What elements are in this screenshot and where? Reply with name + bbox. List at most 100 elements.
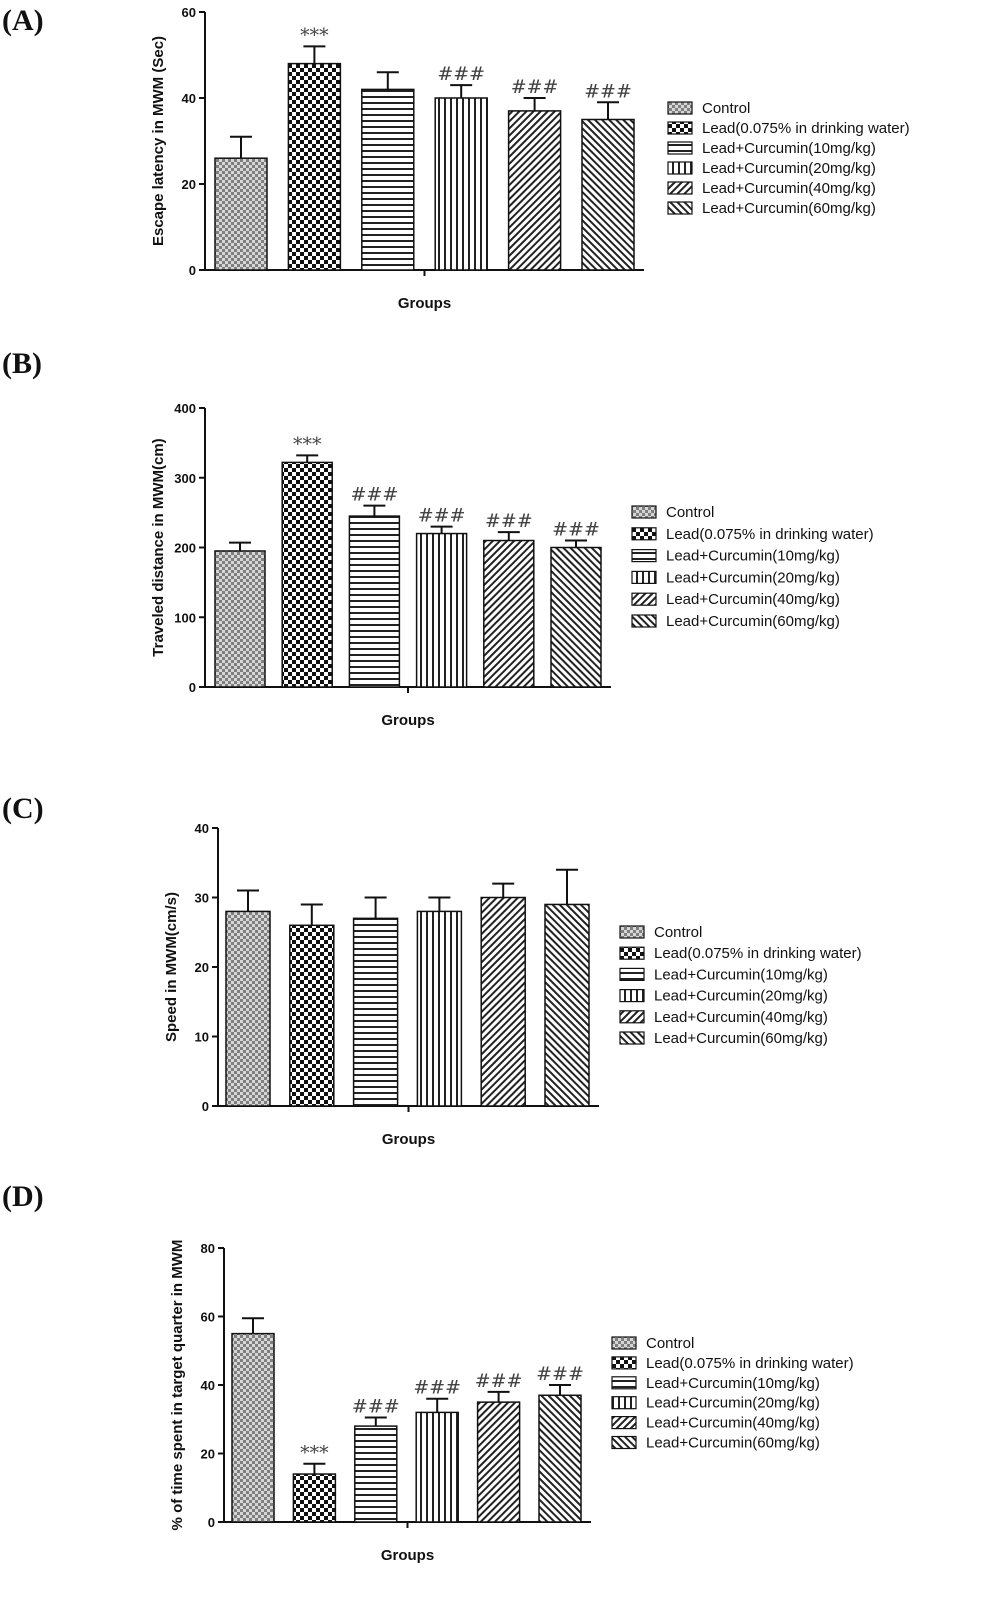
x-axis-label: Groups [398,295,451,312]
bar [507,110,562,271]
significance-annotation: ### [552,519,600,541]
legend-label: Lead+Curcumin(10mg/kg) [666,548,840,565]
bar [231,1332,275,1523]
legend-label: Lead+Curcumin(60mg/kg) [646,1435,820,1452]
legend-label: Lead+Curcumin(10mg/kg) [654,966,828,983]
bar [287,62,342,271]
legend-swatch [611,1396,637,1410]
significance-annotation: ### [485,510,533,532]
y-tick-label: 400 [174,401,196,416]
significance-annotation: ### [351,484,399,506]
significance-annotation: ### [413,1377,461,1399]
chart-panel-d: (D) 0 20 40 60 80 % of time spent in target qu… [2,1180,854,1564]
bar [415,532,468,688]
panel-label: (B) [2,347,42,380]
legend-label: Lead(0.075% in drinking water) [646,1355,854,1372]
legend-swatch [631,527,657,541]
legend: Control Lead(0.075% in drinking water) Lea… [631,504,874,630]
bar [348,515,401,688]
legend-label: Lead+Curcumin(40mg/kg) [654,1009,828,1026]
legend-label: Lead+Curcumin(40mg/kg) [702,180,876,197]
legend-swatch [631,505,657,519]
significance-annotation: *** [293,433,322,455]
legend-label: Lead+Curcumin(20mg/kg) [702,160,876,177]
legend-swatch [631,548,657,563]
significance-annotation: ### [536,1363,584,1385]
legend-label: Lead+Curcumin(60mg/kg) [702,200,876,217]
legend: Control Lead(0.075% in drinking water) Lea… [611,1335,854,1452]
bar [214,550,266,688]
panel-label: (D) [2,1180,44,1213]
legend-label: Control [646,1335,694,1352]
legend-label: Lead+Curcumin(20mg/kg) [646,1395,820,1412]
y-tick-label: 300 [174,471,196,486]
legend-swatch [611,1435,637,1450]
y-tick-label: 20 [182,177,196,192]
legend-swatch [619,1010,645,1024]
x-axis-label: Groups [381,712,434,729]
legend: Control Lead(0.075% in drinking water) Lea… [619,924,862,1047]
y-tick-label: 40 [201,1378,215,1393]
bar [480,896,526,1107]
legend-swatch [667,161,693,175]
bar [550,546,602,688]
y-axis-label: % of time spent in target quarter in MWM [169,1240,186,1531]
legend-swatch [667,121,693,135]
y-tick-label: 40 [195,821,209,836]
bar [292,1473,337,1523]
significance-annotation: *** [300,1442,329,1464]
legend-swatch [611,1415,637,1430]
legend-swatch [667,141,693,155]
legend-swatch [667,201,693,215]
significance-annotation: ### [475,1370,523,1392]
bar [483,539,535,688]
legend-swatch [619,925,645,939]
chart-panel-a: (A) 0 20 40 60 Escape latency in MWM (Sec) Gro… [2,4,910,312]
significance-annotation: ### [584,80,632,102]
bar [352,917,399,1107]
significance-annotation: ### [437,63,485,85]
legend-label: Lead+Curcumin(40mg/kg) [666,591,840,608]
bar [415,1411,459,1523]
significance-annotation: ### [352,1396,400,1418]
y-axis-label: Speed in MWM(cm/s) [163,892,180,1042]
bar [354,1425,398,1523]
legend-swatch [631,614,657,628]
bar [476,1401,521,1523]
legend-label: Lead+Curcumin(20mg/kg) [654,988,828,1005]
y-tick-label: 60 [182,5,196,20]
legend-label: Lead(0.075% in drinking water) [666,526,874,543]
legend-label: Lead+Curcumin(60mg/kg) [666,613,840,630]
legend-swatch [611,1336,637,1350]
legend-label: Lead(0.075% in drinking water) [654,945,862,962]
bar [544,903,590,1107]
y-tick-label: 0 [189,263,196,278]
legend-label: Lead+Curcumin(10mg/kg) [702,140,876,157]
bar [581,118,635,271]
legend-label: Control [654,924,702,941]
legend-label: Lead(0.075% in drinking water) [702,120,910,137]
legend-label: Control [702,100,750,117]
y-tick-label: 80 [201,1241,215,1256]
y-tick-label: 60 [201,1310,215,1325]
y-axis-label: Escape latency in MWM (Sec) [150,36,167,246]
chart-panel-c: (C) 0 10 20 30 40 Speed in MWM(cm/s) Groups Cont… [2,792,862,1148]
y-tick-label: 0 [208,1515,215,1530]
legend-swatch [667,101,693,115]
legend-label: Control [666,504,714,521]
panel-label: (A) [2,4,44,37]
chart-panel-b: (B) 0 100 200 300 400 Traveled distance in MWM… [2,347,874,729]
significance-annotation: ### [418,505,466,527]
y-tick-label: 0 [202,1099,209,1114]
bar [289,924,335,1107]
y-tick-label: 10 [195,1030,209,1045]
bar [361,88,415,271]
y-tick-label: 20 [201,1447,215,1462]
bar [416,910,463,1107]
significance-annotation: *** [300,24,329,46]
panel-label: (C) [2,792,44,825]
legend-swatch [611,1376,637,1390]
legend-swatch [619,1031,645,1045]
x-axis-label: Groups [382,1131,435,1148]
